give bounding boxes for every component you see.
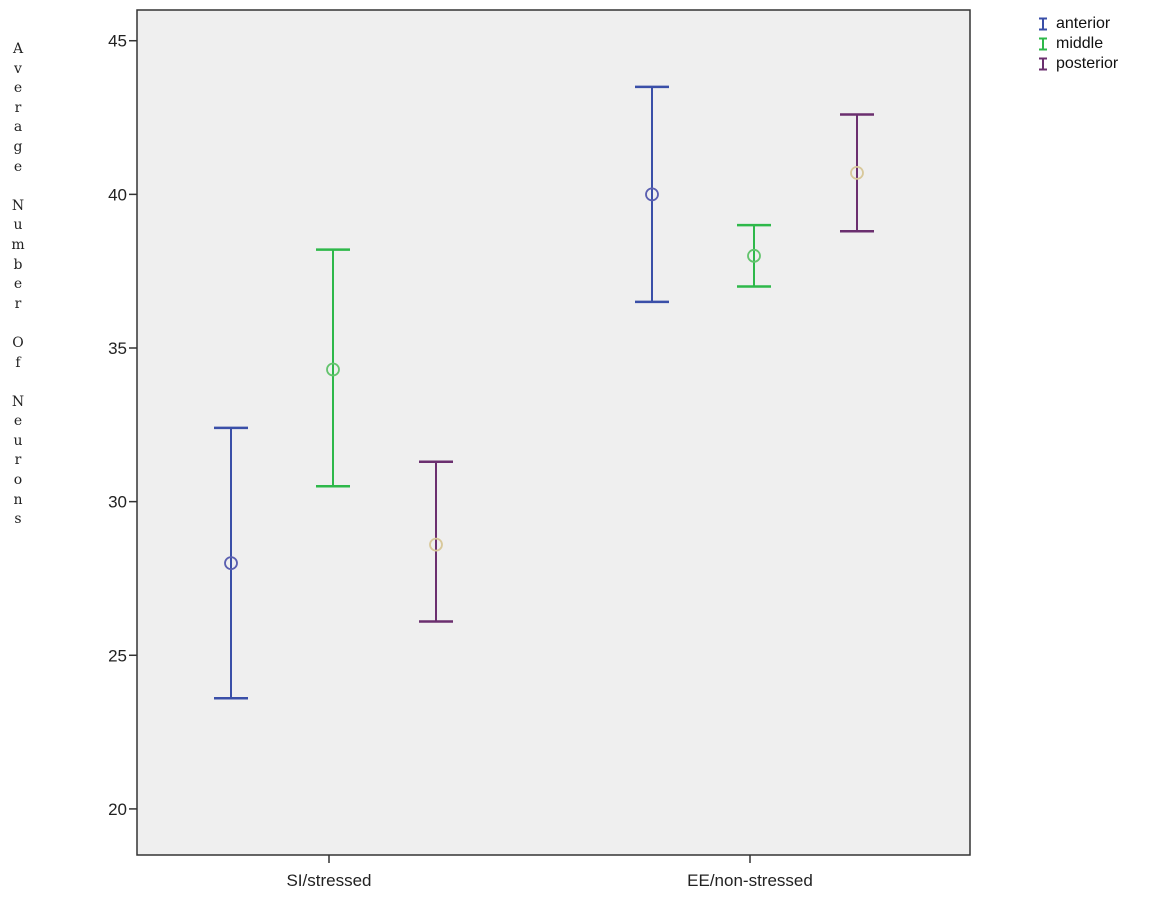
y-axis-label-char: r: [14, 295, 22, 312]
x-tick-label: SI/stressed: [286, 871, 371, 890]
error-bar-middle: [737, 223, 771, 288]
y-axis-label-char: A: [12, 41, 24, 57]
mean-marker: [747, 248, 761, 263]
mean-marker: [224, 556, 238, 570]
plot-area: [136, 9, 971, 856]
error-bar-icon: [1036, 37, 1050, 51]
y-axis-label-char: [16, 373, 20, 393]
y-axis-label-char: e: [13, 158, 23, 175]
error-bars: [214, 85, 874, 700]
y-axis-label-char: e: [13, 276, 23, 293]
y-axis-label-char: e: [13, 413, 23, 430]
y-tick-label: 45: [108, 32, 127, 51]
y-axis-label-char: a: [13, 119, 23, 136]
legend: anterior middle posterior: [1036, 14, 1118, 74]
legend-item-middle: middle: [1036, 34, 1118, 54]
legend-label: anterior: [1056, 15, 1111, 32]
y-axis-label-char: m: [11, 236, 25, 253]
x-tick-label: EE/non-stressed: [687, 871, 813, 890]
error-bar-anterior: [214, 426, 248, 700]
error-bar-icon: [1036, 57, 1050, 71]
x-axis: SI/stressed EE/non-stressed: [286, 855, 813, 890]
mean-marker: [850, 165, 864, 180]
y-axis-label-char: O: [12, 334, 24, 351]
legend-item-anterior: anterior: [1036, 14, 1118, 34]
y-axis-label-char: g: [13, 138, 23, 155]
y-axis-label-char: n: [13, 491, 23, 508]
y-axis-label-char: o: [13, 472, 23, 489]
y-tick-label: 30: [108, 493, 127, 512]
y-tick-label: 20: [108, 800, 127, 819]
y-axis-label-char: N: [11, 197, 25, 214]
error-bar-middle: [316, 248, 350, 488]
legend-item-posterior: posterior: [1036, 54, 1118, 74]
y-axis-label-char: r: [14, 452, 22, 469]
y-axis: 20 25 30 35 40 45: [108, 32, 137, 819]
y-tick-label: 35: [108, 339, 127, 358]
error-bar-posterior: [840, 113, 874, 233]
error-bar-icon: [1036, 17, 1050, 31]
y-tick-label: 40: [108, 185, 127, 204]
mean-marker: [645, 187, 659, 202]
y-axis-label-char: f: [15, 354, 21, 371]
legend-label: middle: [1056, 35, 1104, 52]
error-bar-anterior: [635, 85, 669, 304]
y-axis-label-char: u: [13, 217, 23, 234]
mean-marker: [326, 362, 340, 377]
y-tick-label: 25: [108, 646, 127, 665]
y-axis-label-char: r: [14, 99, 22, 116]
y-axis-label-char: N: [11, 393, 25, 410]
y-axis-label-char: [16, 314, 20, 334]
y-axis-label-char: b: [13, 256, 23, 273]
mean-marker: [429, 537, 443, 552]
y-axis-label-char: s: [14, 511, 22, 528]
y-axis-label-char: v: [14, 60, 22, 77]
error-bar-posterior: [419, 460, 453, 623]
y-axis-label-char: [16, 177, 20, 197]
legend-label: posterior: [1056, 55, 1119, 72]
y-axis-label-char: e: [13, 80, 23, 97]
y-axis-label-char: u: [13, 432, 23, 449]
